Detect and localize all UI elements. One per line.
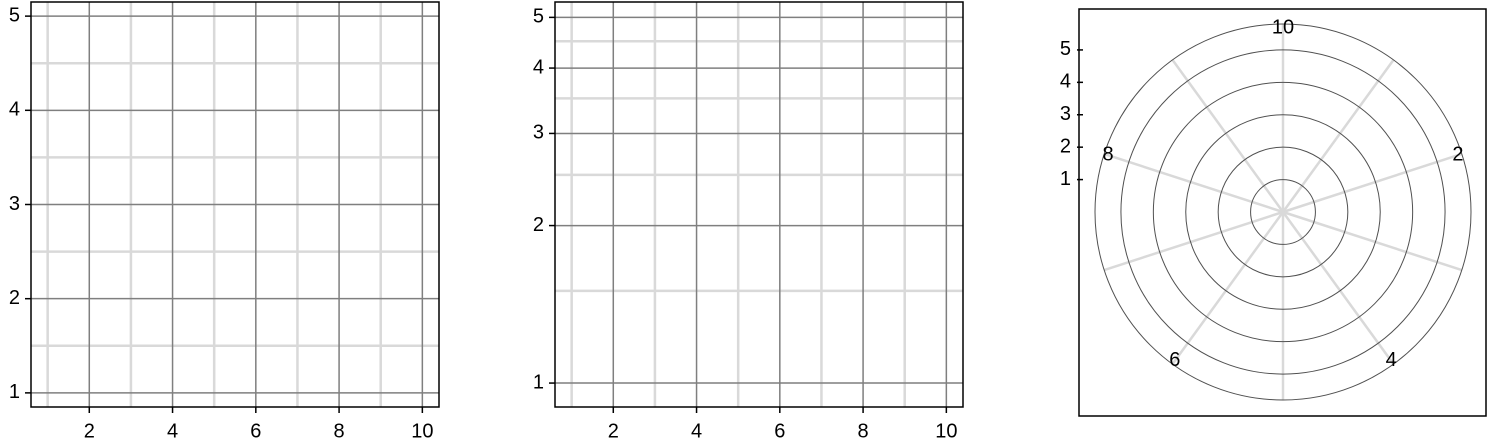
radial-tick-label: 1 bbox=[1060, 168, 1071, 190]
x-tick-label: 6 bbox=[774, 420, 785, 442]
theta-tick-label: 2 bbox=[1452, 143, 1463, 165]
polar-spoke bbox=[1281, 211, 1395, 365]
polar-spoke bbox=[1103, 152, 1284, 214]
x-tick-label: 6 bbox=[250, 420, 261, 442]
radial-tick-label: 2 bbox=[1060, 135, 1071, 157]
y-tick-label: 3 bbox=[533, 122, 544, 144]
x-tick-label: 8 bbox=[334, 420, 345, 442]
y-tick-label: 1 bbox=[9, 381, 20, 403]
y-tick-label: 4 bbox=[533, 56, 544, 78]
polar-ring bbox=[1250, 179, 1316, 245]
y-tick-label: 1 bbox=[533, 371, 544, 393]
x-tick-label: 4 bbox=[167, 420, 178, 442]
y-tick-label: 5 bbox=[533, 6, 544, 28]
polar-spoke bbox=[1171, 211, 1285, 365]
axes-frame bbox=[554, 1, 964, 408]
polar-spoke bbox=[1282, 152, 1463, 214]
x-tick-label: 2 bbox=[608, 420, 619, 442]
polar-spoke bbox=[1281, 59, 1395, 213]
theta-tick-label: 6 bbox=[1169, 349, 1180, 371]
polar-ring bbox=[1217, 146, 1349, 278]
x-tick-label: 10 bbox=[935, 420, 957, 442]
x-tick-label: 8 bbox=[858, 420, 869, 442]
polar-ring bbox=[1152, 81, 1414, 343]
polar-panel: 1 2 3 4 5 10 2 4 6 8 bbox=[1060, 8, 1487, 417]
y-tick-label: 2 bbox=[9, 287, 20, 309]
y-tick-label: 3 bbox=[9, 193, 20, 215]
polar-ring bbox=[1120, 49, 1446, 375]
polar-spoke bbox=[1282, 210, 1463, 272]
x-tick-label: 4 bbox=[691, 420, 702, 442]
polar-ring bbox=[1185, 114, 1381, 310]
x-tick-label: 10 bbox=[411, 420, 433, 442]
x-tick-label: 2 bbox=[84, 420, 95, 442]
theta-tick-label: 4 bbox=[1386, 349, 1397, 371]
y-tick-label: 5 bbox=[9, 4, 20, 26]
polar-spoke bbox=[1171, 59, 1285, 213]
y-tick-label: 4 bbox=[9, 99, 20, 121]
polar-ring bbox=[1094, 23, 1472, 401]
axes-frame bbox=[30, 1, 440, 408]
axes-frame bbox=[1078, 8, 1487, 417]
theta-tick-label: 8 bbox=[1102, 143, 1113, 165]
radial-tick-label: 3 bbox=[1060, 103, 1071, 125]
radial-tick-label: 4 bbox=[1060, 71, 1071, 93]
polar-spoke bbox=[1103, 210, 1284, 272]
radial-tick-label: 5 bbox=[1060, 38, 1071, 60]
y-tick-label: 2 bbox=[533, 214, 544, 236]
theta-tick-label: 10 bbox=[1272, 16, 1294, 38]
